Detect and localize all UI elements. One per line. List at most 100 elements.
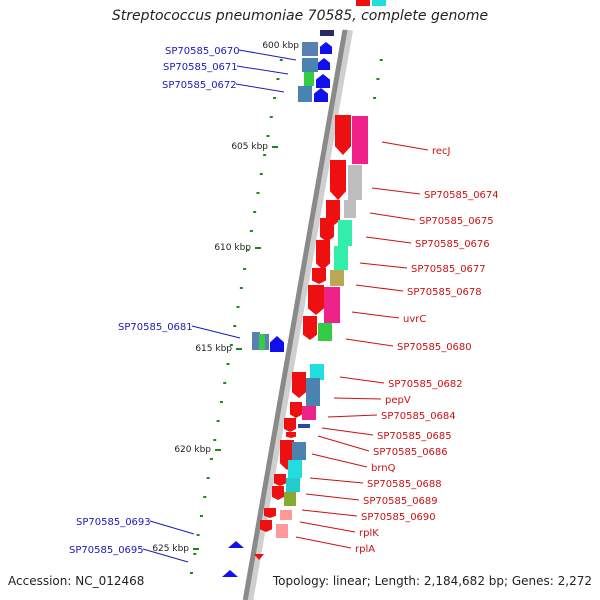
- right-gene-label: brnQ: [371, 463, 396, 474]
- gene-block: [265, 334, 269, 350]
- genome-axis-shadow: [245, 29, 353, 600]
- gene-block: [284, 492, 296, 506]
- gene-block: [302, 406, 316, 420]
- right-gene-leader: [317, 435, 370, 452]
- forward-gene-arrow: [320, 42, 332, 54]
- reverse-gene-arrow: [254, 554, 264, 560]
- left-gene-leader: [142, 548, 189, 563]
- right-gene-leader: [355, 284, 404, 292]
- left-gene-leader: [235, 83, 285, 93]
- reverse-gene-arrow: [284, 418, 296, 432]
- kbp-tick-label: 610 kbp: [214, 243, 251, 253]
- forward-gene-arrow: [316, 74, 330, 88]
- left-gene-label: SP70585_0693: [76, 517, 151, 528]
- right-gene-leader: [295, 536, 352, 549]
- right-gene-leader: [301, 509, 358, 517]
- right-gene-label: SP70585_0676: [415, 239, 490, 250]
- gene-block: [302, 58, 318, 72]
- left-gene-label: SP70585_0681: [118, 322, 193, 333]
- right-gene-label: SP70585_0675: [419, 216, 494, 227]
- gene-block: [259, 334, 265, 350]
- reverse-gene-arrow: [272, 486, 284, 500]
- gene-block: [344, 200, 356, 218]
- right-gene-label: SP70585_0674: [424, 190, 499, 201]
- kbp-tick-label: 615 kbp: [195, 344, 232, 354]
- reverse-gene-arrow: [274, 474, 286, 486]
- gene-block: [348, 165, 362, 200]
- right-gene-leader: [339, 376, 385, 384]
- right-gene-label: SP70585_0685: [377, 431, 452, 442]
- reverse-gene-arrow: [308, 285, 324, 315]
- reverse-gene-arrow: [330, 160, 346, 200]
- right-gene-label: pepV: [385, 395, 411, 406]
- right-gene-label: rplA: [355, 544, 375, 555]
- right-gene-leader: [345, 338, 394, 347]
- reverse-gene-arrow: [264, 508, 276, 518]
- right-gene-leader: [359, 262, 408, 269]
- gene-block: [334, 246, 348, 270]
- gene-block: [356, 0, 370, 6]
- reverse-gene-arrow: [286, 432, 296, 438]
- gene-block: [310, 364, 324, 380]
- left-gene-leader: [191, 325, 241, 339]
- gene-block: [320, 30, 334, 36]
- left-gene-label: SP70585_0672: [162, 80, 237, 91]
- right-gene-leader: [351, 311, 400, 319]
- left-gene-leader: [149, 520, 195, 535]
- right-gene-leader: [311, 453, 368, 468]
- gene-block: [338, 220, 352, 246]
- forward-gene-arrow: [228, 541, 244, 548]
- reverse-gene-arrow: [290, 402, 302, 418]
- forward-gene-arrow: [314, 88, 328, 102]
- left-gene-label: SP70585_0695: [69, 545, 144, 556]
- right-gene-label: SP70585_0684: [381, 411, 456, 422]
- right-gene-leader: [365, 236, 412, 244]
- genome-title: Streptococcus pneumoniae 70585, complete…: [111, 8, 489, 24]
- forward-gene-arrow: [318, 58, 330, 70]
- right-gene-leader: [321, 427, 374, 436]
- right-gene-label: recJ: [432, 146, 451, 157]
- gene-block: [286, 478, 300, 492]
- right-gene-label: SP70585_0689: [363, 496, 438, 507]
- gene-block: [302, 42, 318, 56]
- right-gene-label: uvrC: [403, 314, 426, 325]
- right-gene-leader: [371, 187, 421, 195]
- gene-block: [298, 86, 312, 102]
- left-gene-label: SP70585_0670: [165, 46, 240, 57]
- accession-label: Accession: NC_012468: [8, 574, 145, 588]
- right-gene-label: SP70585_0688: [367, 479, 442, 490]
- genome-axis: [242, 29, 348, 600]
- gene-block: [372, 0, 386, 6]
- right-gene-leader: [309, 477, 364, 484]
- right-gene-leader: [327, 414, 378, 418]
- right-gene-label: SP70585_0686: [373, 447, 448, 458]
- left-gene-label: SP70585_0671: [163, 62, 238, 73]
- gene-block: [280, 510, 292, 520]
- right-gene-leader: [381, 141, 429, 151]
- reverse-gene-arrow: [316, 240, 330, 270]
- gene-block: [292, 442, 306, 460]
- gene-block: [304, 72, 314, 86]
- kbp-tick-label: 605 kbp: [231, 142, 268, 152]
- gene-block: [352, 116, 368, 164]
- gene-block: [318, 323, 332, 341]
- kbp-tick-label: 625 kbp: [152, 544, 189, 554]
- reverse-gene-arrow: [303, 316, 317, 340]
- gene-block: [252, 332, 260, 350]
- gene-block: [298, 424, 310, 428]
- right-gene-leader: [305, 493, 360, 501]
- reverse-gene-arrow: [260, 520, 272, 532]
- right-gene-leader: [369, 212, 416, 221]
- right-gene-label: SP70585_0682: [388, 379, 463, 390]
- gene-block: [276, 524, 288, 538]
- right-gene-leader: [333, 397, 382, 400]
- forward-gene-arrow: [270, 336, 284, 352]
- genome-summary: Topology: linear; Length: 2,184,682 bp; …: [272, 574, 592, 588]
- right-gene-label: SP70585_0680: [397, 342, 472, 353]
- reverse-gene-arrow: [335, 115, 351, 155]
- reverse-gene-arrow: [320, 218, 334, 242]
- kbp-tick-label: 620 kbp: [174, 445, 211, 455]
- gene-block: [330, 270, 344, 286]
- gene-block: [288, 460, 302, 478]
